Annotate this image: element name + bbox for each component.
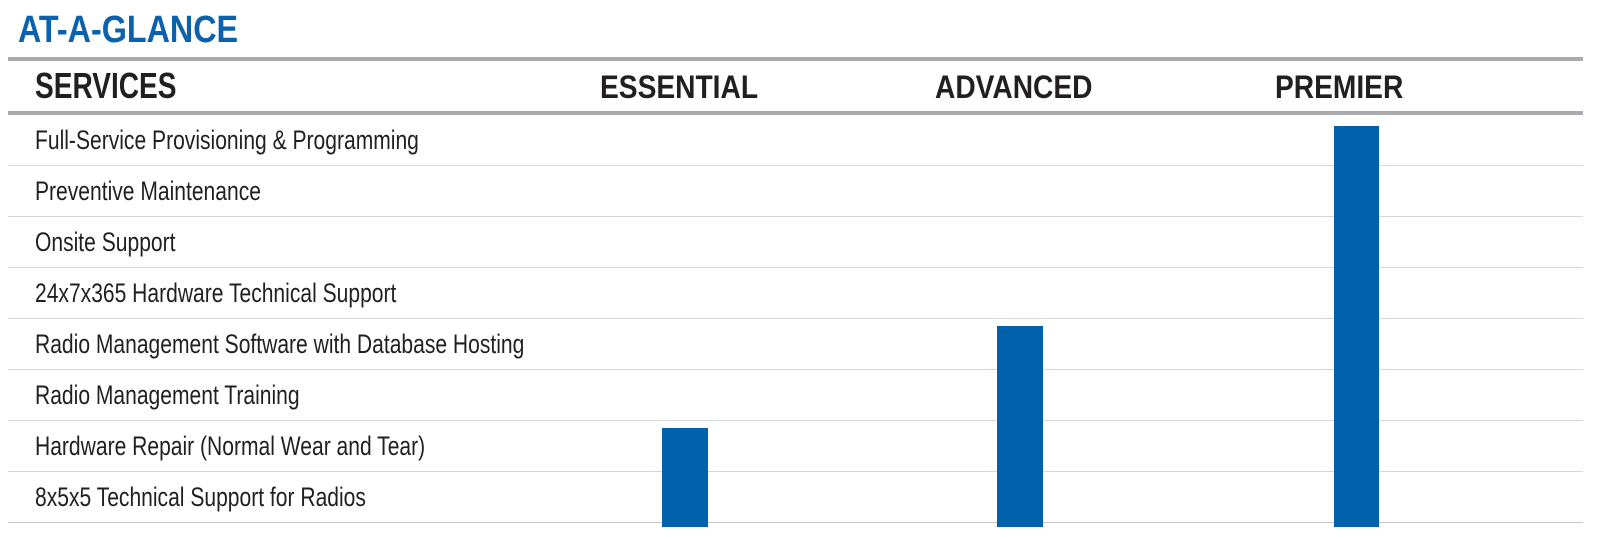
service-label: 8x5x5 Technical Support for Radios <box>35 481 366 512</box>
table-row: 8x5x5 Technical Support for Radios <box>8 472 1583 523</box>
table-row: Preventive Maintenance <box>8 166 1583 217</box>
header-divider-rule <box>8 111 1583 115</box>
table-row: Radio Management Software with Database … <box>8 319 1583 370</box>
tier-header-premier: PREMIER <box>1275 69 1404 105</box>
essential-coverage-bar <box>662 428 708 527</box>
service-rows: Full-Service Provisioning & Programming … <box>8 115 1583 523</box>
service-label: Hardware Repair (Normal Wear and Tear) <box>35 430 426 461</box>
service-label: Preventive Maintenance <box>35 175 261 206</box>
service-label: Radio Management Training <box>35 379 300 410</box>
tier-header-essential: ESSENTIAL <box>600 69 759 105</box>
service-label: Full-Service Provisioning & Programming <box>35 124 419 155</box>
service-label: Onsite Support <box>35 226 176 257</box>
premier-coverage-bar <box>1334 126 1379 527</box>
table-row: Full-Service Provisioning & Programming <box>8 115 1583 166</box>
services-column-header: SERVICES <box>35 65 177 106</box>
table-row: Radio Management Training <box>8 370 1583 421</box>
service-label: 24x7x365 Hardware Technical Support <box>35 277 397 308</box>
service-label: Radio Management Software with Database … <box>35 328 525 359</box>
title-divider-rule <box>8 57 1583 61</box>
table-row: Onsite Support <box>8 217 1583 268</box>
advanced-coverage-bar <box>997 326 1043 527</box>
table-row: Hardware Repair (Normal Wear and Tear) <box>8 421 1583 472</box>
table-row: 24x7x365 Hardware Technical Support <box>8 268 1583 319</box>
tier-header-advanced: ADVANCED <box>935 69 1093 105</box>
page-title: AT-A-GLANCE <box>18 9 239 51</box>
